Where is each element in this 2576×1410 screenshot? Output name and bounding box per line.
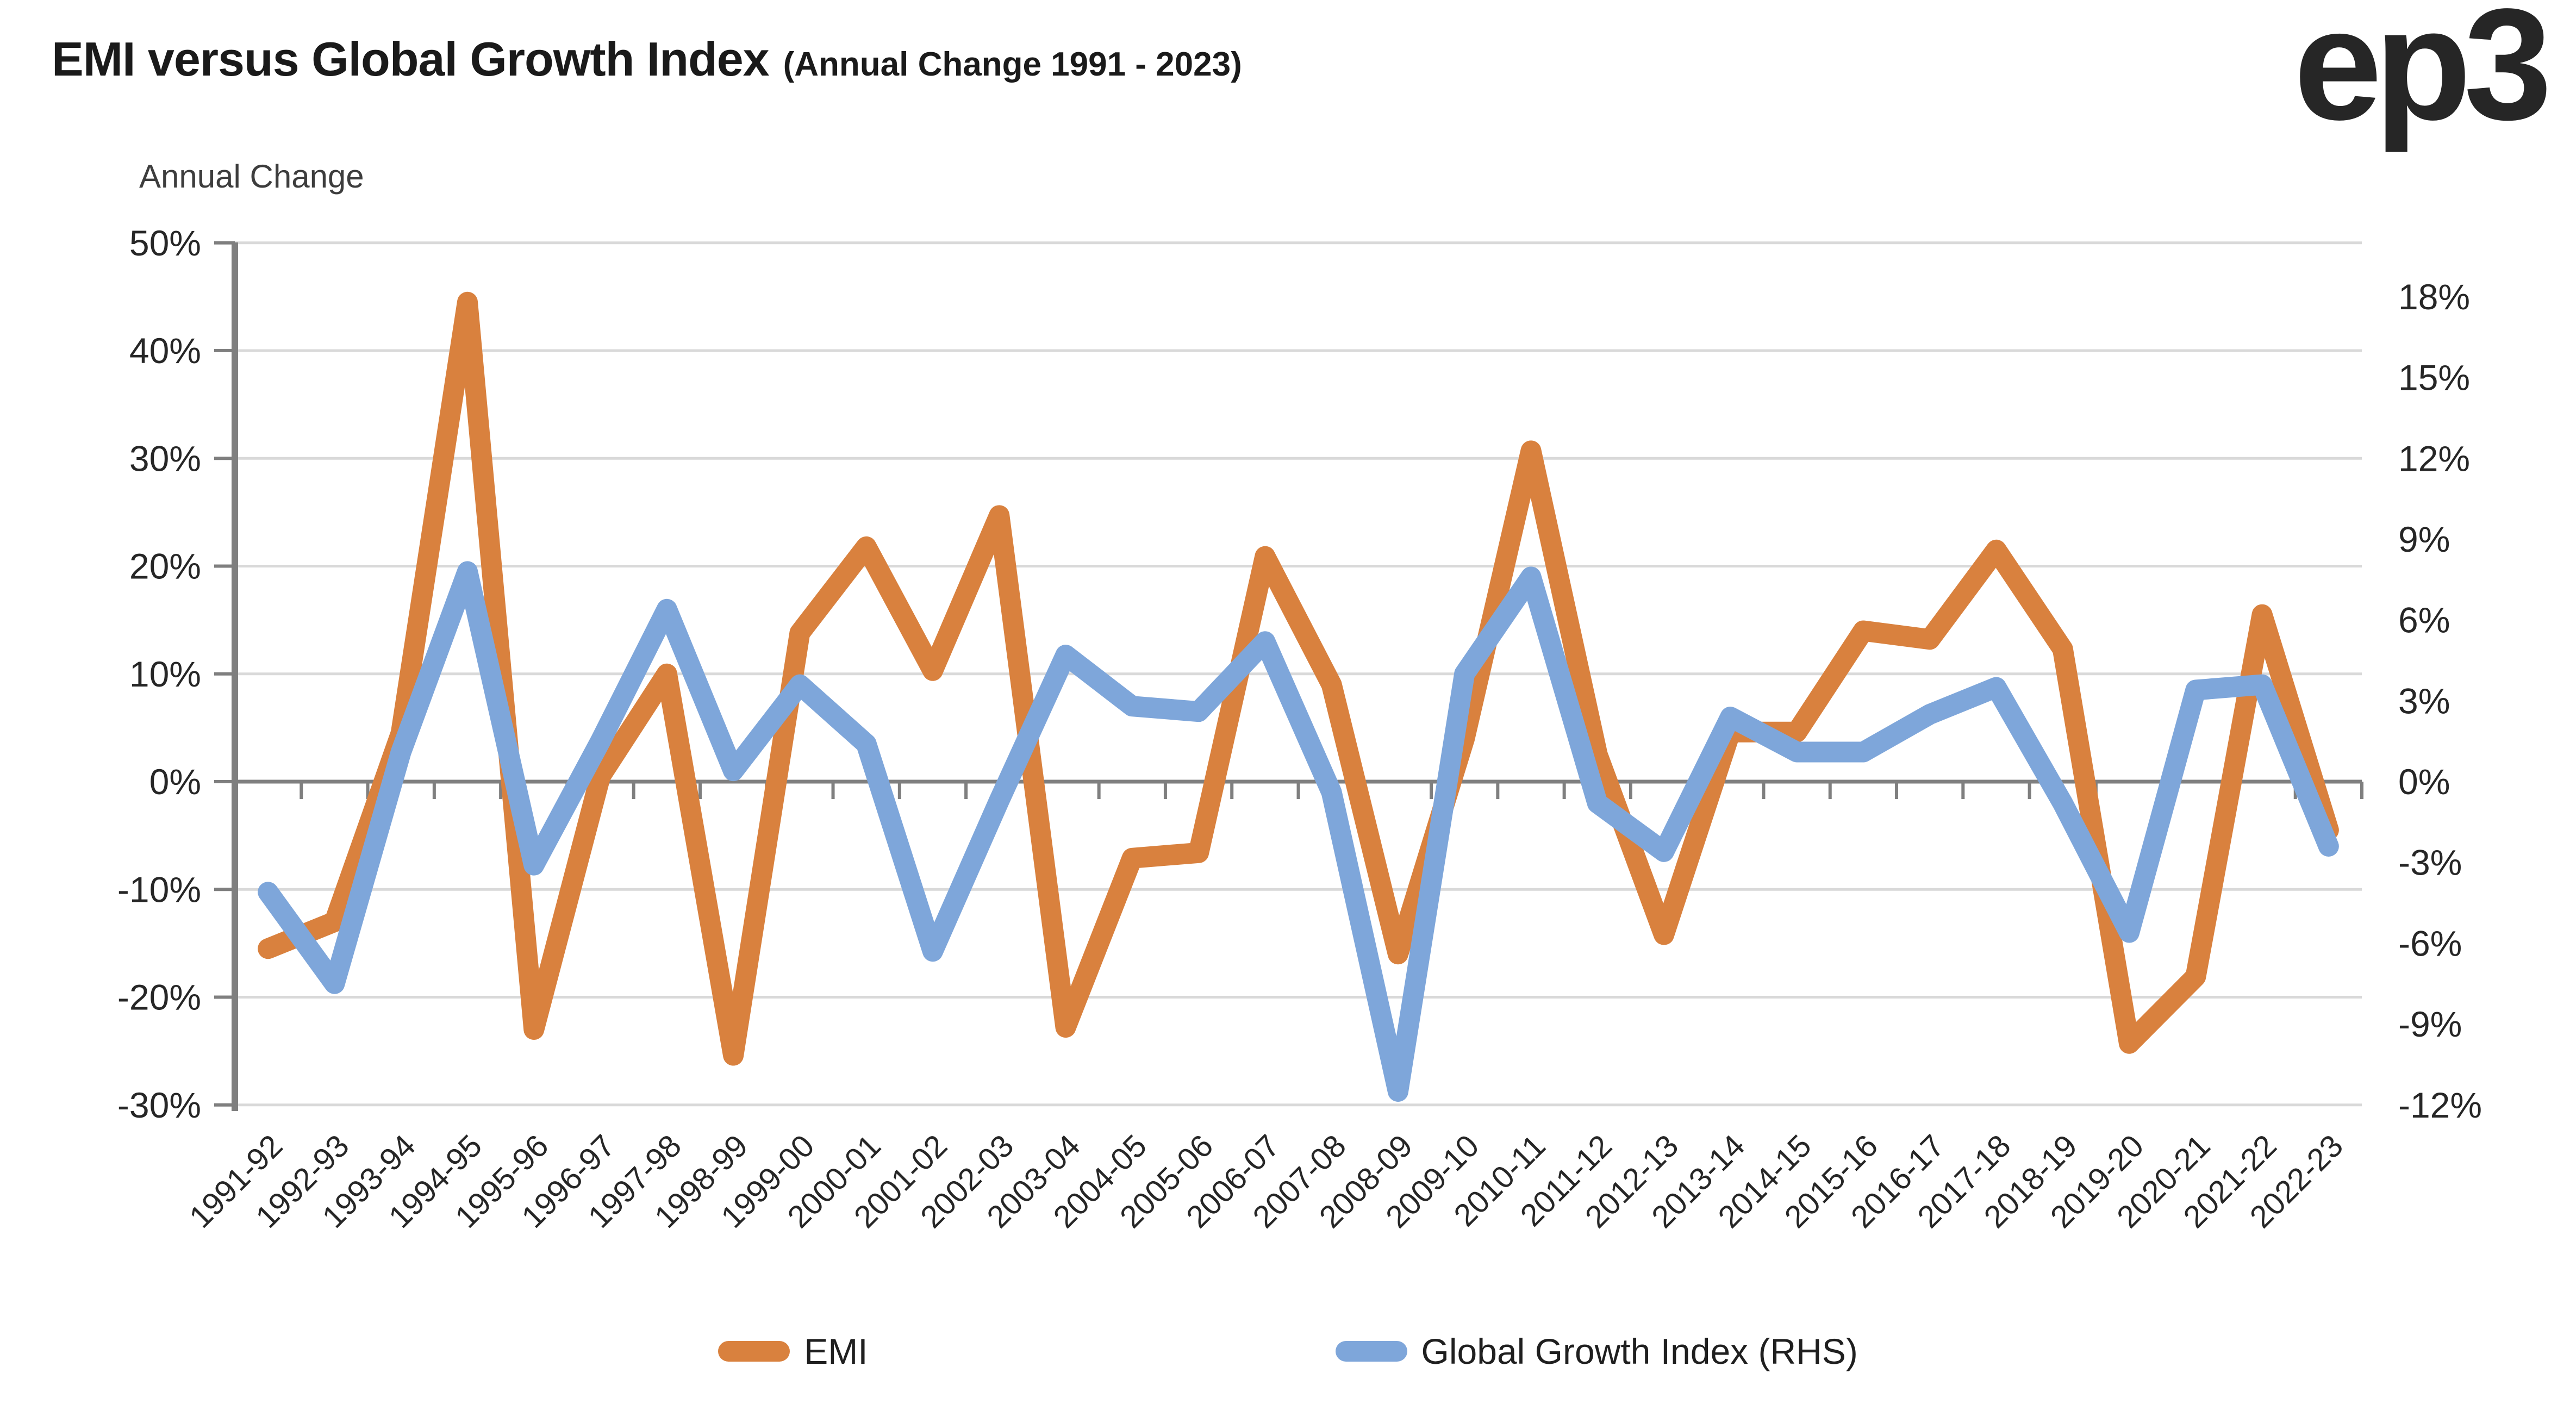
y-axis-label-left: 0% <box>149 762 201 802</box>
y-axis-label-right: -12% <box>2398 1085 2482 1125</box>
ggi-line <box>258 561 2339 1102</box>
y-axis-label-right: 15% <box>2398 358 2470 398</box>
y-axis-label-left: 20% <box>129 546 201 587</box>
legend-item-ggi: Global Growth Index (RHS) <box>1335 1331 1858 1372</box>
left-axis-title: Annual Change <box>139 158 364 195</box>
y-axis-label-left: -30% <box>117 1085 201 1125</box>
y-axis-label-right: 0% <box>2398 762 2450 802</box>
y-axis-label-left: 40% <box>129 330 201 371</box>
y-axis-label-right: -6% <box>2398 923 2462 963</box>
y-axis-label-right: 12% <box>2398 438 2470 478</box>
y-axis-label-right: 6% <box>2398 600 2450 640</box>
y-axis-label-right: 18% <box>2398 277 2470 317</box>
chart-title: EMI versus Global Growth Index (Annual C… <box>52 32 1242 87</box>
y-axis-label-left: -20% <box>117 977 201 1018</box>
ggi-legend-label: Global Growth Index (RHS) <box>1421 1331 1858 1371</box>
ep3-logo: ep3 <box>2293 0 2552 153</box>
ggi-legend-swatch <box>1335 1341 1407 1362</box>
y-axis-label-right: -3% <box>2398 843 2462 883</box>
y-axis-label-left: 30% <box>129 438 201 478</box>
y-axis-label-right: 3% <box>2398 681 2450 721</box>
y-axis-label-left: -10% <box>117 869 201 909</box>
chart-title-subtitle: (Annual Change 1991 - 2023) <box>783 46 1242 83</box>
y-axis-label-left: 10% <box>129 654 201 694</box>
chart-legend: EMI Global Growth Index (RHS) <box>0 1331 2576 1372</box>
y-axis-label-right: 9% <box>2398 519 2450 559</box>
legend-item-emi: EMI <box>718 1331 868 1372</box>
y-axis-label-left: 50% <box>129 223 201 263</box>
emi-legend-swatch <box>718 1341 790 1362</box>
emi-line <box>258 291 2339 1066</box>
chart-title-main: EMI versus Global Growth Index <box>52 32 770 86</box>
emi-legend-label: EMI <box>804 1331 868 1371</box>
y-axis-label-right: -9% <box>2398 1004 2462 1044</box>
